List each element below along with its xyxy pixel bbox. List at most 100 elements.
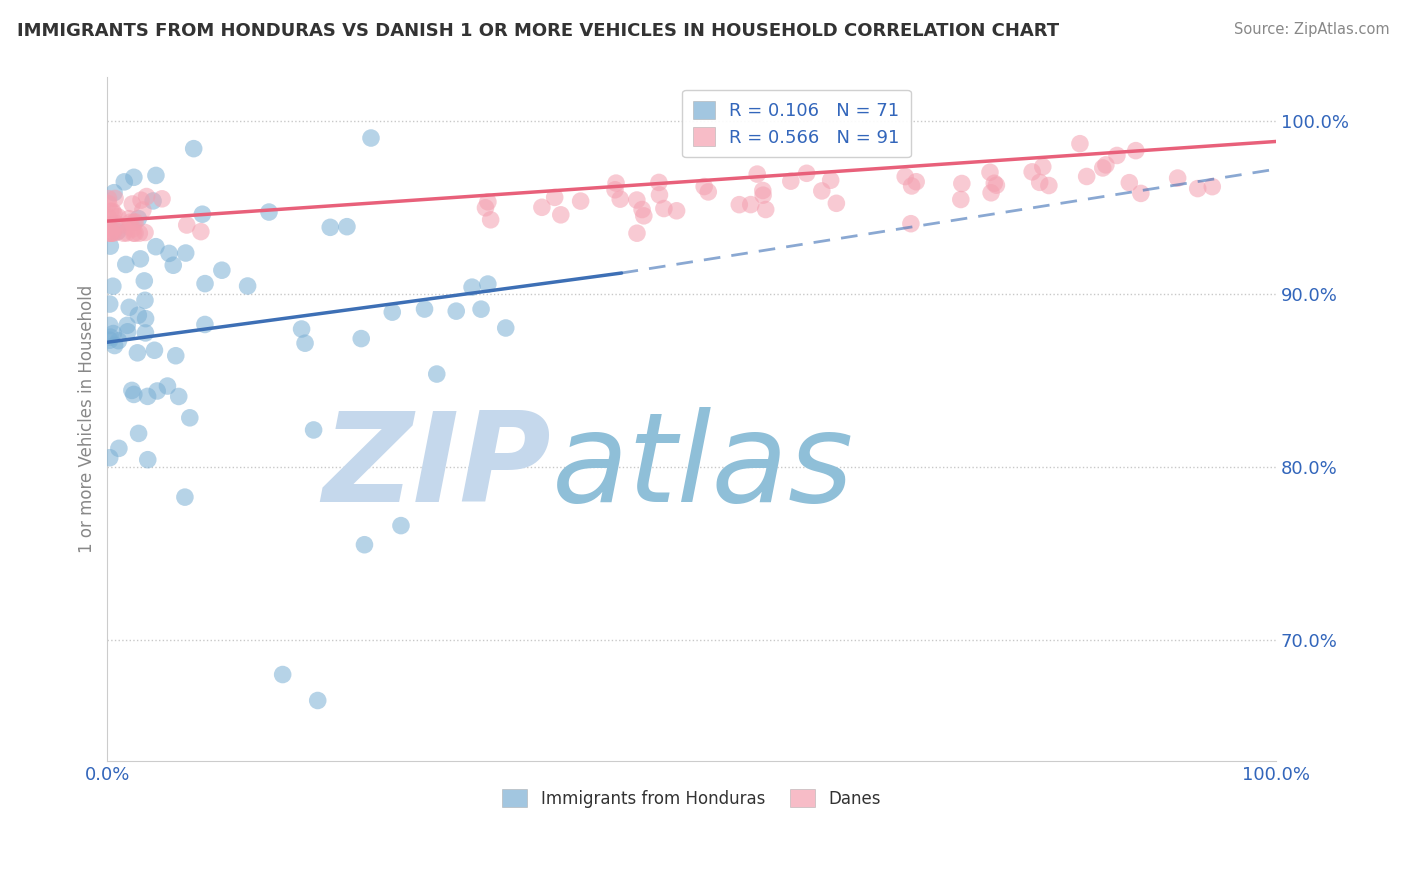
Point — [1038, 178, 1060, 193]
Point — [142, 194, 165, 208]
Point — [183, 142, 205, 156]
Point — [980, 186, 1002, 200]
Point — [413, 301, 436, 316]
Point — [752, 184, 775, 198]
Point — [605, 176, 627, 190]
Point — [1125, 144, 1147, 158]
Point — [336, 219, 359, 234]
Point — [796, 166, 818, 180]
Point — [319, 220, 342, 235]
Point — [190, 225, 212, 239]
Point — [124, 226, 146, 240]
Point — [128, 226, 150, 240]
Point — [530, 200, 553, 214]
Point — [118, 211, 141, 226]
Point — [120, 215, 142, 229]
Point — [145, 169, 167, 183]
Point — [124, 215, 146, 229]
Point — [132, 202, 155, 217]
Point — [1091, 161, 1114, 175]
Point — [117, 325, 139, 339]
Point — [143, 343, 166, 358]
Point — [112, 226, 135, 240]
Point — [626, 193, 648, 207]
Point — [162, 258, 184, 272]
Point — [107, 334, 129, 348]
Point — [825, 196, 848, 211]
Point — [114, 258, 136, 272]
Point — [697, 185, 720, 199]
Point — [100, 330, 122, 344]
Point — [98, 450, 121, 465]
Text: ZIP: ZIP — [323, 407, 551, 527]
Point — [122, 387, 145, 401]
Point — [176, 218, 198, 232]
Point — [150, 192, 173, 206]
Point — [752, 188, 775, 202]
Text: IMMIGRANTS FROM HONDURAS VS DANISH 1 OR MORE VEHICLES IN HOUSEHOLD CORRELATION C: IMMIGRANTS FROM HONDURAS VS DANISH 1 OR … — [17, 22, 1059, 40]
Point — [631, 202, 654, 217]
Point — [105, 226, 128, 240]
Point — [107, 210, 129, 224]
Point — [118, 301, 141, 315]
Point — [191, 207, 214, 221]
Point — [127, 211, 149, 226]
Point — [101, 279, 124, 293]
Point — [350, 332, 373, 346]
Point — [389, 518, 412, 533]
Point — [986, 178, 1008, 193]
Point — [495, 321, 517, 335]
Point — [648, 188, 671, 202]
Point — [652, 202, 675, 216]
Point — [115, 318, 138, 333]
Point — [194, 318, 217, 332]
Point — [603, 183, 626, 197]
Point — [1032, 160, 1054, 174]
Point — [294, 336, 316, 351]
Point — [1129, 186, 1152, 201]
Point — [1118, 176, 1140, 190]
Point — [98, 226, 121, 240]
Point — [1069, 136, 1091, 151]
Point — [97, 196, 120, 211]
Point — [136, 389, 159, 403]
Point — [755, 202, 778, 217]
Point — [122, 226, 145, 240]
Point — [307, 693, 329, 707]
Point — [136, 452, 159, 467]
Point — [101, 226, 124, 240]
Point — [1021, 165, 1043, 179]
Point — [1187, 181, 1209, 195]
Point — [550, 208, 572, 222]
Point — [103, 326, 125, 341]
Point — [665, 203, 688, 218]
Point — [107, 219, 129, 233]
Point — [107, 225, 129, 239]
Point — [477, 194, 499, 209]
Point — [290, 322, 312, 336]
Point — [129, 252, 152, 266]
Point — [98, 333, 121, 347]
Point — [1105, 148, 1128, 162]
Point — [146, 384, 169, 398]
Point — [97, 192, 120, 206]
Point — [127, 346, 149, 360]
Point — [470, 302, 492, 317]
Point — [100, 204, 122, 219]
Point — [103, 186, 125, 200]
Point — [461, 280, 484, 294]
Point — [740, 197, 762, 211]
Point — [648, 176, 671, 190]
Point — [950, 177, 973, 191]
Point — [779, 174, 801, 188]
Point — [381, 305, 404, 319]
Point — [98, 318, 121, 333]
Point — [1167, 171, 1189, 186]
Point — [115, 226, 138, 240]
Legend: Immigrants from Honduras, Danes: Immigrants from Honduras, Danes — [496, 783, 887, 814]
Point — [98, 226, 121, 240]
Point — [426, 367, 449, 381]
Point — [1076, 169, 1098, 184]
Point — [810, 184, 832, 198]
Point — [134, 274, 156, 288]
